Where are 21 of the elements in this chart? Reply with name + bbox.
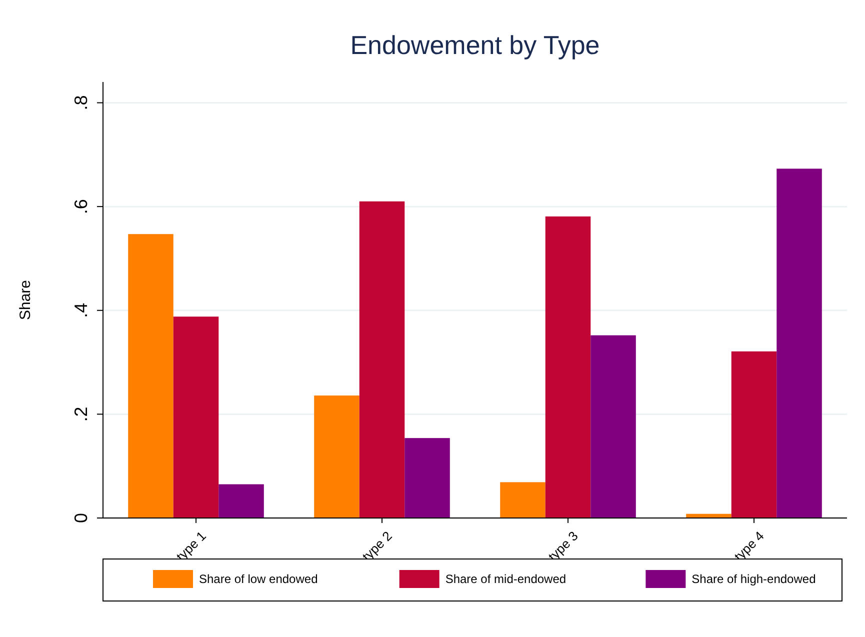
y-tick-label: .2 [71,406,91,422]
bar [545,216,591,518]
bar [776,168,822,518]
bar [173,316,219,518]
bar [500,482,546,518]
bar [128,234,174,518]
legend-label: Share of high-endowed [692,572,816,586]
bar [590,335,636,518]
bar [359,201,405,518]
legend-label: Share of mid-endowed [445,572,566,586]
chart-title: Endowement by Type [350,30,600,60]
bar [314,396,360,518]
bar [218,484,264,518]
y-tick-label: .8 [71,95,91,110]
y-tick-label: .4 [71,302,91,318]
bar [731,351,777,518]
legend-label: Share of low endowed [199,572,318,586]
y-axis-title: Share [17,280,34,320]
y-tick-label: 0 [71,512,91,524]
y-tick-label: .6 [71,199,91,214]
bar [404,438,450,518]
